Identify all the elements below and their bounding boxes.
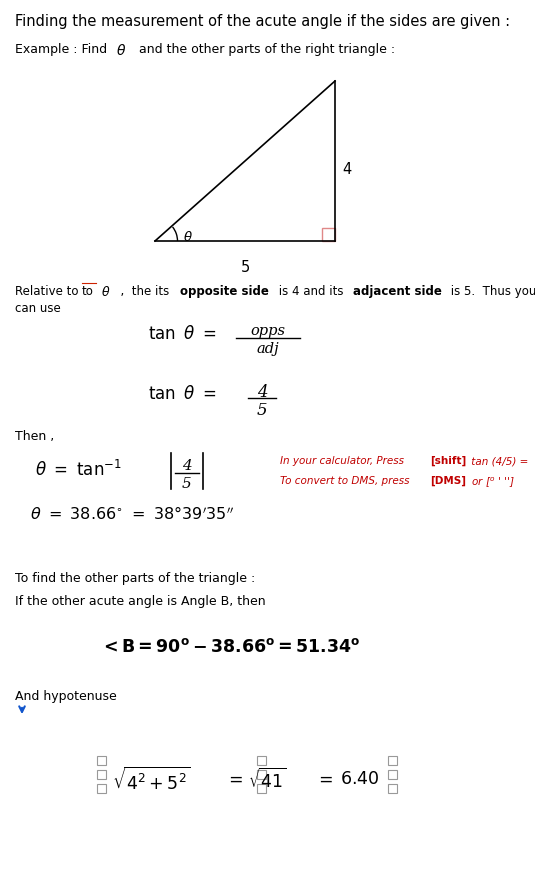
Text: To find the other parts of the triangle :: To find the other parts of the triangle … <box>15 571 255 585</box>
Text: In your calculator, Press: In your calculator, Press <box>280 455 407 465</box>
Text: Then ,: Then , <box>15 430 54 442</box>
Bar <box>257 770 266 779</box>
Text: Example : Find: Example : Find <box>15 43 107 56</box>
Text: $\theta\ =\ \tan^{-1}$: $\theta\ =\ \tan^{-1}$ <box>35 460 122 479</box>
Text: And hypotenuse: And hypotenuse <box>15 689 117 703</box>
Text: $6.40$: $6.40$ <box>340 771 379 788</box>
Text: If the other acute angle is Angle B, then: If the other acute angle is Angle B, the… <box>15 595 265 607</box>
Text: is 5.  Thus you: is 5. Thus you <box>447 284 535 298</box>
Bar <box>388 770 397 779</box>
Text: to: to <box>82 284 94 298</box>
Bar <box>322 229 335 242</box>
Text: 4: 4 <box>257 384 268 400</box>
Bar <box>97 756 106 766</box>
Bar <box>388 784 397 793</box>
Text: [shift]: [shift] <box>430 455 466 466</box>
Text: can use: can use <box>15 301 61 315</box>
Text: =: = <box>228 770 243 789</box>
Text: To convert to DMS, press: To convert to DMS, press <box>280 476 412 486</box>
Bar <box>97 770 106 779</box>
Text: Finding the measurement of the acute angle if the sides are given :: Finding the measurement of the acute ang… <box>15 14 510 29</box>
Text: opps: opps <box>250 323 286 338</box>
Text: is 4 and its: is 4 and its <box>275 284 343 298</box>
Text: $\tan\ \theta\ =$: $\tan\ \theta\ =$ <box>148 385 216 402</box>
Text: and the other parts of the right triangle :: and the other parts of the right triangl… <box>127 43 395 56</box>
Text: $\sqrt{41}$: $\sqrt{41}$ <box>248 767 287 791</box>
Text: tan (4/5) =: tan (4/5) = <box>468 455 529 465</box>
Text: $\theta$: $\theta$ <box>183 229 193 244</box>
Bar <box>257 756 266 766</box>
Bar <box>388 756 397 766</box>
Text: 4: 4 <box>182 458 192 472</box>
Text: $\theta$: $\theta$ <box>116 43 126 58</box>
Bar <box>97 784 106 793</box>
Text: [DMS]: [DMS] <box>430 476 466 486</box>
Text: ,  the its: , the its <box>113 284 169 298</box>
Text: =: = <box>318 770 333 789</box>
Text: 5: 5 <box>257 401 268 418</box>
Text: opposite side: opposite side <box>180 284 269 298</box>
Text: adjacent side: adjacent side <box>353 284 442 298</box>
Text: 4: 4 <box>342 162 351 177</box>
Text: $\mathbf{< B = 90^o - 38.66^o = 51.34^o}$: $\mathbf{< B = 90^o - 38.66^o = 51.34^o}… <box>100 637 361 656</box>
Text: $\theta\ =\ 38.66^{\circ}\ =\ 38°39'35''$: $\theta\ =\ 38.66^{\circ}\ =\ 38°39'35''… <box>30 507 234 524</box>
Text: $\tan\ \theta\ =$: $\tan\ \theta\ =$ <box>148 324 216 343</box>
Text: Relative to: Relative to <box>15 284 79 298</box>
Text: 5: 5 <box>182 477 192 491</box>
Text: $\sqrt{4^2+5^2}$: $\sqrt{4^2+5^2}$ <box>112 766 190 793</box>
Text: $\theta$: $\theta$ <box>101 284 110 299</box>
Text: 5: 5 <box>240 260 250 275</box>
Text: adj: adj <box>257 342 279 355</box>
Bar <box>257 784 266 793</box>
Text: or [$^o$ ' '']: or [$^o$ ' ''] <box>468 476 515 490</box>
